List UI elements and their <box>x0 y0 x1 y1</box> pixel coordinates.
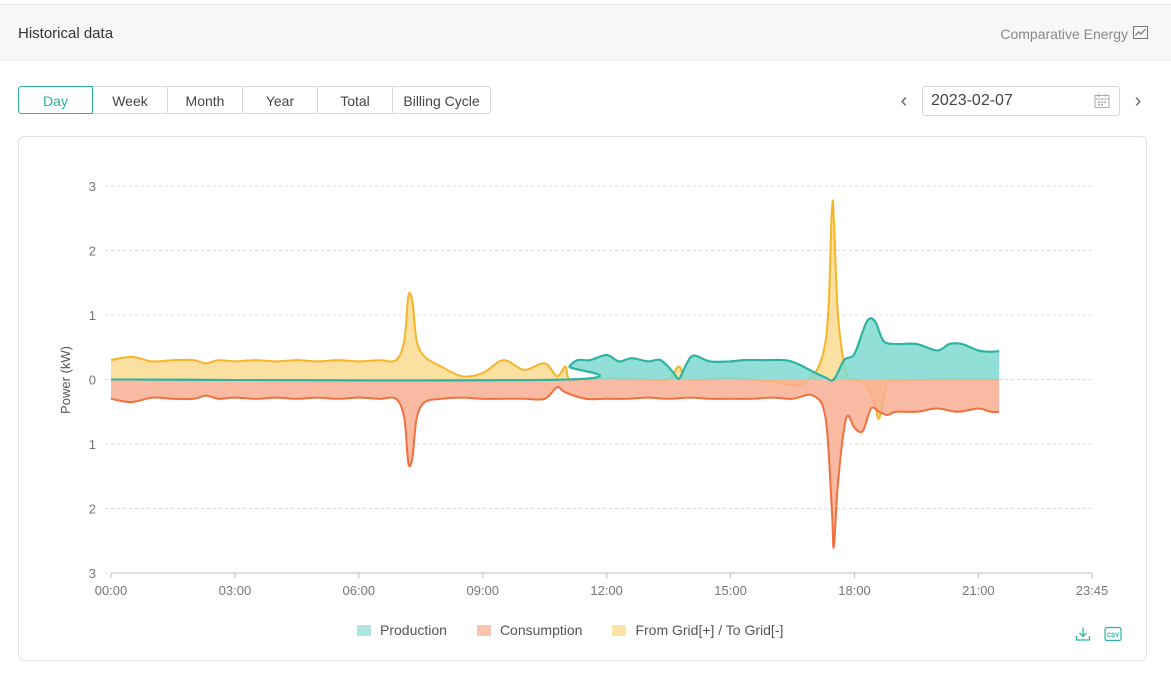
chevron-left-icon[interactable]: ‹ <box>900 90 908 112</box>
legend-grid-label: From Grid[+] / To Grid[-] <box>635 622 784 638</box>
tab-week[interactable]: Week <box>92 86 168 114</box>
download-icon[interactable] <box>1075 626 1091 647</box>
legend-consumption[interactable]: Consumption <box>476 622 583 638</box>
tab-billing-cycle[interactable]: Billing Cycle <box>392 86 491 114</box>
comparative-energy-link[interactable]: Comparative Energy <box>1000 26 1148 42</box>
y-tick-label: 0 <box>89 373 96 388</box>
legend-grid-swatch <box>612 624 627 636</box>
date-input[interactable] <box>931 87 1081 115</box>
calendar-icon[interactable] <box>1094 93 1110 114</box>
y-tick-label: 3 <box>89 179 96 194</box>
csv-icon-text: CSV <box>1107 633 1119 639</box>
y-tick-label: 3 <box>89 566 96 581</box>
panel-header: Historical data Comparative Energy <box>0 4 1171 61</box>
csv-icon[interactable]: CSV <box>1104 626 1122 647</box>
x-tick-label: 00:00 <box>95 583 128 598</box>
legend-production-swatch <box>357 624 371 636</box>
period-tabs: Day Week Month Year Total Billing Cycle <box>18 86 491 114</box>
x-tick-label: 15:00 <box>714 583 747 598</box>
legend-grid[interactable]: From Grid[+] / To Grid[-] <box>612 622 783 638</box>
comparative-energy-label: Comparative Energy <box>1000 26 1128 42</box>
y-tick-label: 1 <box>89 308 96 323</box>
y-tick-label: 2 <box>89 244 96 259</box>
chart-legend: Production Consumption From Grid[+] / To… <box>357 622 813 638</box>
page-title: Historical data <box>18 25 114 42</box>
line-chart-icon <box>1133 26 1148 42</box>
consumption-area <box>111 379 1000 548</box>
x-tick-label: 18:00 <box>838 583 871 598</box>
production-area <box>111 318 1000 381</box>
tab-total[interactable]: Total <box>317 86 393 114</box>
y-tick-label: 1 <box>89 437 96 452</box>
x-tick-label: 23:45 <box>1076 583 1109 598</box>
grid-exchange-area <box>111 200 1000 419</box>
tab-month[interactable]: Month <box>167 86 243 114</box>
x-tick-label: 12:00 <box>590 583 623 598</box>
x-tick-label: 03:00 <box>219 583 252 598</box>
date-picker[interactable] <box>922 86 1120 116</box>
x-tick-label: 21:00 <box>962 583 995 598</box>
chevron-right-icon[interactable]: › <box>1134 90 1142 112</box>
legend-consumption-label: Consumption <box>499 622 583 638</box>
y-tick-label: 2 <box>89 502 96 517</box>
tab-year[interactable]: Year <box>242 86 318 114</box>
legend-consumption-swatch <box>476 624 491 636</box>
tab-day[interactable]: Day <box>18 86 93 114</box>
consumption-line <box>110 386 1000 549</box>
legend-production-label: Production <box>380 622 447 638</box>
x-tick-label: 09:00 <box>466 583 499 598</box>
y-axis-label: Power (kW) <box>58 346 73 414</box>
x-tick-label: 06:00 <box>343 583 376 598</box>
production-line-top <box>110 317 1000 382</box>
top-border <box>0 0 1171 4</box>
date-navigator: ‹ › <box>896 86 1146 116</box>
legend-production[interactable]: Production <box>357 622 447 638</box>
